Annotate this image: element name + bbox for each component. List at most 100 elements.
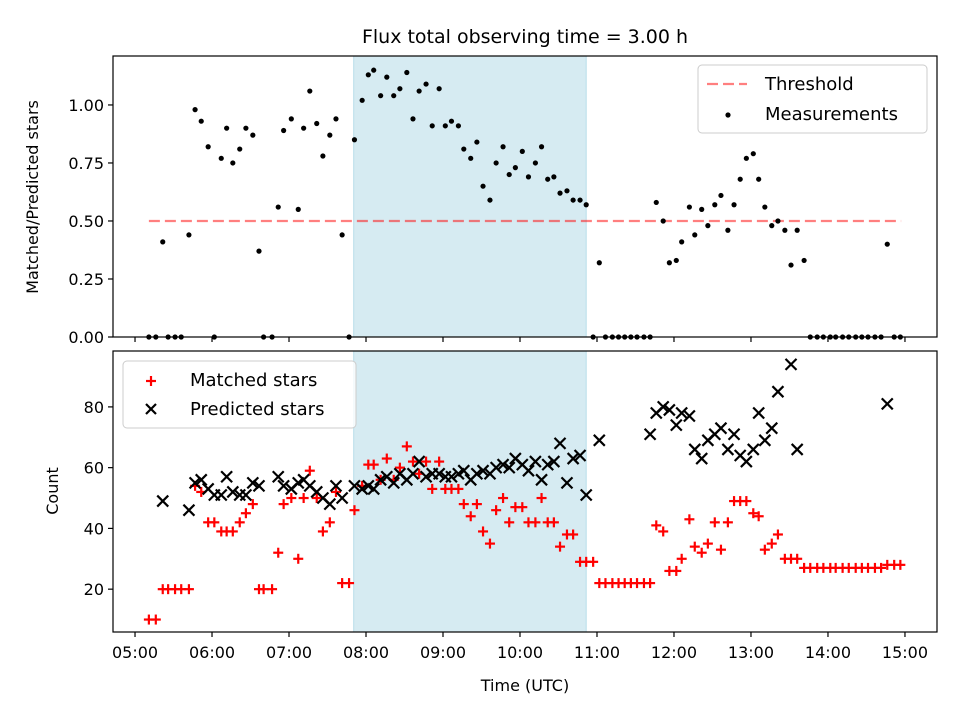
measurement-point — [416, 88, 422, 94]
measurement-point — [230, 160, 236, 166]
predicted-star-point — [573, 449, 587, 462]
predicted-star-point — [771, 385, 785, 398]
matched-star-point — [645, 578, 656, 589]
predicted-star-point — [695, 452, 708, 465]
predicted-star-point — [412, 455, 426, 468]
top-y-tick-label: 0.75 — [68, 154, 104, 173]
matched-star-point — [471, 499, 482, 510]
matched-star-point — [676, 553, 687, 564]
matched-star-point — [895, 559, 906, 570]
matched-star-point — [759, 544, 770, 555]
measurement-point — [198, 118, 204, 124]
matched-star-point — [258, 584, 269, 595]
predicted-star-point — [541, 458, 554, 471]
matched-star-point — [658, 526, 669, 537]
legend-matched-label: Matched stars — [190, 370, 317, 391]
predicted-star-point — [683, 409, 696, 423]
measurement-point — [468, 155, 474, 161]
measurement-point — [365, 72, 371, 78]
predicted-star-point — [656, 400, 670, 414]
x-tick-label: 08:00 — [343, 643, 389, 662]
predicted-star-point — [784, 358, 798, 371]
matched-star-point — [368, 459, 379, 470]
predicted-star-point — [522, 464, 535, 477]
predicted-star-point — [457, 464, 471, 477]
bottom-y-axis-label: Count — [43, 467, 62, 515]
measurement-point — [769, 223, 775, 229]
matched-star-point — [453, 483, 464, 494]
predicted-star-point — [643, 427, 657, 441]
measurement-point — [160, 239, 166, 245]
matched-star-point — [517, 502, 528, 513]
predicted-star-point — [529, 455, 542, 468]
measurement-point — [455, 123, 461, 129]
measurement-point — [224, 125, 230, 131]
top-y-tick-label: 0.00 — [68, 328, 104, 347]
matched-star-point — [709, 517, 720, 528]
matched-star-point — [478, 526, 489, 537]
matched-star-point — [234, 517, 245, 528]
matched-star-point — [311, 493, 322, 504]
measurement-point — [788, 262, 794, 268]
x-tick-label: 09:00 — [420, 643, 466, 662]
matched-star-point — [696, 547, 707, 558]
bottom-axes-frame — [112, 350, 938, 633]
predicted-star-point — [367, 482, 380, 496]
predicted-star-point — [246, 476, 260, 490]
matched-star-point — [465, 511, 476, 522]
matched-star-point — [247, 499, 258, 510]
predicted-star-point — [747, 443, 760, 456]
measurement-point — [551, 174, 557, 180]
measurement-point — [301, 125, 307, 131]
measurement-point — [653, 199, 659, 206]
predicted-star-point — [675, 406, 688, 420]
x-tick-label: 10:00 — [497, 643, 543, 662]
measurement-point — [731, 202, 737, 208]
predicted-star-point — [323, 497, 337, 511]
measurement-point — [295, 206, 301, 212]
predicted-star-point — [335, 491, 349, 505]
measurement-point — [493, 160, 499, 166]
bottom-ticks: 20 40 60 80 05:00 06:00 07:00 08:00 09:00 10:00 11… — [84, 398, 928, 662]
matched-star-point — [484, 538, 495, 549]
legend-matched-swatch — [146, 376, 156, 386]
measurement-point — [506, 171, 512, 178]
measurement-point — [307, 88, 313, 94]
matched-star-point — [427, 483, 438, 494]
predicted-star-point — [355, 482, 369, 496]
predicted-star-point — [432, 467, 446, 481]
bottom-y-tick-label: 80 — [84, 398, 104, 417]
bottom-y-tick-label: 40 — [84, 519, 104, 538]
measurement-point — [333, 116, 339, 122]
matched-star-point — [458, 499, 469, 510]
top-legend-box — [697, 64, 928, 134]
matched-star-point — [293, 553, 304, 564]
matched-star-point — [504, 517, 515, 528]
predicted-star-point — [727, 427, 741, 441]
top-axes-frame — [112, 55, 938, 338]
measurement-point — [378, 93, 384, 99]
matched-star-point — [548, 517, 559, 528]
predicted-star-point — [758, 434, 772, 447]
predicted-star-point — [188, 476, 202, 490]
predicted-star-point — [445, 470, 458, 484]
matched-star-point — [298, 493, 309, 504]
matched-star-point — [741, 496, 752, 507]
matched-star-point — [349, 505, 360, 516]
matched-star-point — [530, 517, 541, 528]
predicted-star-point — [220, 470, 233, 484]
legend-threshold-label: Threshold — [764, 74, 854, 95]
measurement-point — [410, 116, 416, 122]
bottom-y-tick-label: 60 — [84, 459, 104, 478]
measurement-point — [570, 197, 576, 203]
predicted-star-point — [387, 476, 401, 490]
predicted-star-point — [765, 421, 779, 435]
legend-measurements-swatch — [725, 112, 731, 118]
top-y-tick-label: 0.50 — [68, 212, 104, 231]
predicted-star-point — [374, 473, 387, 487]
measurement-point — [461, 146, 467, 152]
measurement-point — [500, 144, 506, 150]
x-tick-label: 14:00 — [805, 643, 851, 662]
measurement-point — [351, 137, 358, 143]
top-panel: 0.00 0.25 0.50 0.75 1.00 Flux total observin… — [23, 26, 938, 347]
